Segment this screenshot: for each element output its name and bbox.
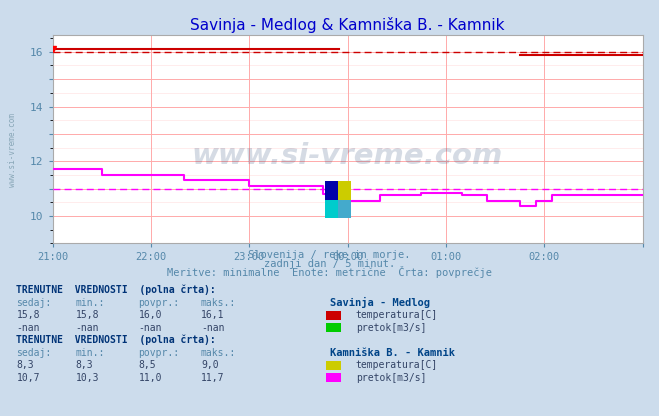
Text: 8,5: 8,5 <box>138 360 156 370</box>
Text: temperatura[C]: temperatura[C] <box>356 310 438 320</box>
Text: Kamniška B. - Kamnik: Kamniška B. - Kamnik <box>330 348 455 358</box>
Text: povpr.:: povpr.: <box>138 298 179 308</box>
Text: maks.:: maks.: <box>201 298 236 308</box>
Text: 15,8: 15,8 <box>16 310 40 320</box>
Text: 15,8: 15,8 <box>76 310 100 320</box>
Text: maks.:: maks.: <box>201 348 236 358</box>
Text: temperatura[C]: temperatura[C] <box>356 360 438 370</box>
Text: -nan: -nan <box>201 323 225 333</box>
Text: 16,1: 16,1 <box>201 310 225 320</box>
Text: www.si-vreme.com: www.si-vreme.com <box>192 142 503 170</box>
Text: 16,0: 16,0 <box>138 310 162 320</box>
Text: sedaj:: sedaj: <box>16 348 51 358</box>
Text: www.si-vreme.com: www.si-vreme.com <box>8 113 17 187</box>
Text: Savinja - Medlog: Savinja - Medlog <box>330 297 430 308</box>
Text: 11,7: 11,7 <box>201 373 225 383</box>
Text: min.:: min.: <box>76 348 105 358</box>
Text: -nan: -nan <box>76 323 100 333</box>
Text: pretok[m3/s]: pretok[m3/s] <box>356 373 426 383</box>
Text: 10,7: 10,7 <box>16 373 40 383</box>
Text: TRENUTNE  VREDNOSTI  (polna črta):: TRENUTNE VREDNOSTI (polna črta): <box>16 285 216 295</box>
Text: 8,3: 8,3 <box>16 360 34 370</box>
Title: Savinja - Medlog & Kamniška B. - Kamnik: Savinja - Medlog & Kamniška B. - Kamnik <box>190 17 505 33</box>
Text: Slovenija / reke in morje.: Slovenija / reke in morje. <box>248 250 411 260</box>
Text: min.:: min.: <box>76 298 105 308</box>
Text: -nan: -nan <box>16 323 40 333</box>
Text: povpr.:: povpr.: <box>138 348 179 358</box>
Text: zadnji dan / 5 minut.: zadnji dan / 5 minut. <box>264 259 395 269</box>
Text: 10,3: 10,3 <box>76 373 100 383</box>
Text: -nan: -nan <box>138 323 162 333</box>
Text: 8,3: 8,3 <box>76 360 94 370</box>
Text: pretok[m3/s]: pretok[m3/s] <box>356 323 426 333</box>
Text: Meritve: minimalne  Enote: metrične  Črta: povprečje: Meritve: minimalne Enote: metrične Črta:… <box>167 266 492 278</box>
Text: sedaj:: sedaj: <box>16 298 51 308</box>
Text: TRENUTNE  VREDNOSTI  (polna črta):: TRENUTNE VREDNOSTI (polna črta): <box>16 335 216 345</box>
Text: 9,0: 9,0 <box>201 360 219 370</box>
Text: 11,0: 11,0 <box>138 373 162 383</box>
